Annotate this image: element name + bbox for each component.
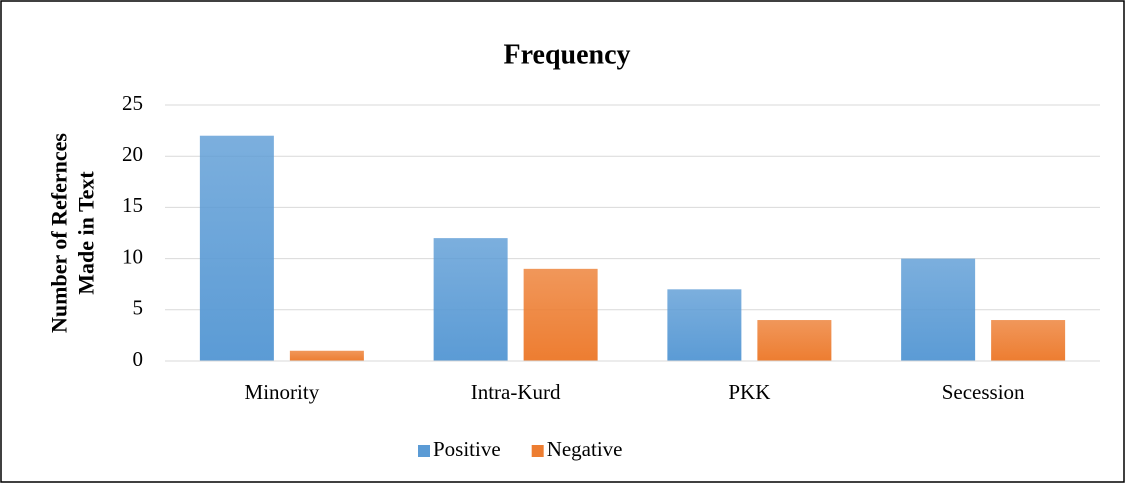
x-tick-label: Minority [245, 380, 320, 404]
y-tick-label: 5 [133, 296, 144, 320]
y-tick-label: 25 [122, 91, 143, 115]
y-tick-label: 20 [122, 142, 143, 166]
legend-swatch [531, 445, 544, 457]
y-axis-label-line: Number of Refernces [47, 133, 72, 333]
bar [991, 320, 1066, 361]
legend-label: Positive [433, 437, 501, 461]
y-tick-label: 10 [122, 244, 143, 268]
y-tick-label: 0 [133, 347, 144, 371]
bar [757, 320, 832, 361]
x-tick-label: PKK [728, 380, 770, 404]
x-tick-label: Secession [942, 380, 1025, 404]
legend-label: Negative [547, 437, 623, 461]
y-axis-label: Number of Refernces Made in Text [47, 133, 99, 333]
bar [523, 268, 598, 361]
bar [289, 350, 364, 361]
y-axis-label-line: Made in Text [74, 171, 99, 295]
y-tick-label: 15 [122, 193, 143, 217]
chart-title: Frequency [503, 39, 630, 70]
legend-swatch [418, 445, 430, 457]
x-tick-label: Intra-Kurd [471, 380, 561, 404]
bar [667, 289, 742, 361]
bar [901, 258, 976, 361]
bar [199, 135, 274, 361]
bar [433, 238, 508, 361]
